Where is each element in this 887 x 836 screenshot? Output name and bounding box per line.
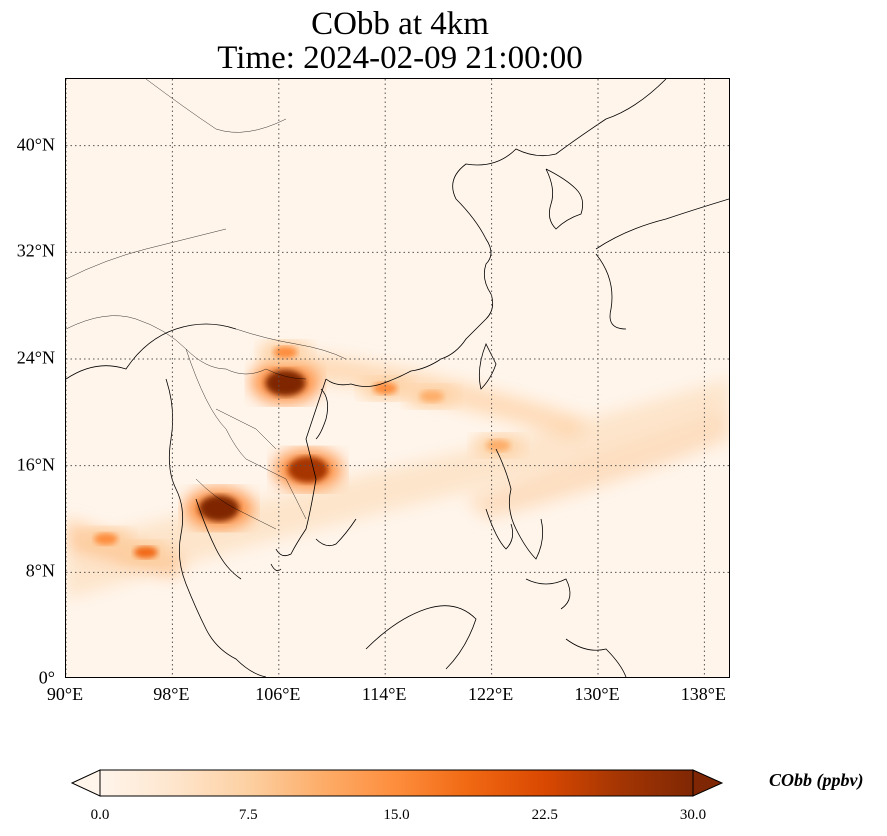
colorbar-gradient bbox=[99, 769, 694, 797]
lat-tick-label: 32°N bbox=[16, 240, 55, 261]
lat-tick-label: 8°N bbox=[25, 560, 55, 581]
hotspot bbox=[273, 346, 298, 359]
lon-tick-label: 130°E bbox=[574, 684, 620, 704]
lon-tick-label: 122°E bbox=[467, 684, 514, 704]
colorbar-min-extension bbox=[70, 769, 101, 797]
colorbar-tick-label: 30.0 bbox=[679, 807, 707, 823]
hotspot bbox=[486, 439, 511, 452]
coastlines bbox=[66, 79, 729, 677]
colorbar-label: CObb (ppbv) bbox=[769, 770, 864, 790]
lon-tick-label: 138°E bbox=[680, 684, 726, 704]
colorbar-tick-label: 0.0 bbox=[90, 807, 110, 823]
lat-tick-label: 0° bbox=[38, 667, 55, 688]
colorbar-tick-label: 15.0 bbox=[383, 807, 410, 823]
lat-tick-label: 16°N bbox=[16, 454, 55, 475]
hotspot bbox=[419, 390, 444, 403]
chart-title-line2: Time: 2024-02-09 21:00:00 bbox=[217, 40, 583, 76]
chart-title-line1: CObb at 4km bbox=[311, 6, 489, 42]
colorbar bbox=[70, 769, 724, 797]
colorbar-tick-label: 7.5 bbox=[238, 807, 258, 823]
lon-tick-label: 106°E bbox=[255, 684, 301, 704]
lat-tick-label: 24°N bbox=[16, 347, 55, 368]
hotspot-layer bbox=[79, 341, 525, 564]
hotspot bbox=[288, 456, 329, 483]
lat-tick-label: 40°N bbox=[16, 134, 55, 155]
lon-tick-label: 90°E bbox=[46, 684, 84, 704]
lon-tick-label: 114°E bbox=[361, 684, 407, 704]
hotspot bbox=[265, 370, 306, 396]
colorbar-max-extension bbox=[692, 769, 724, 797]
map-canvas bbox=[66, 79, 729, 677]
hotspot bbox=[373, 382, 398, 395]
colorbar-tick-label: 22.5 bbox=[531, 807, 558, 823]
lon-tick-label: 98°E bbox=[153, 684, 190, 704]
hotspot bbox=[133, 546, 158, 559]
borders bbox=[66, 79, 347, 530]
hotspot bbox=[198, 495, 239, 522]
hotspot bbox=[93, 533, 118, 545]
map-panel bbox=[65, 78, 730, 678]
gridlines bbox=[66, 79, 729, 677]
